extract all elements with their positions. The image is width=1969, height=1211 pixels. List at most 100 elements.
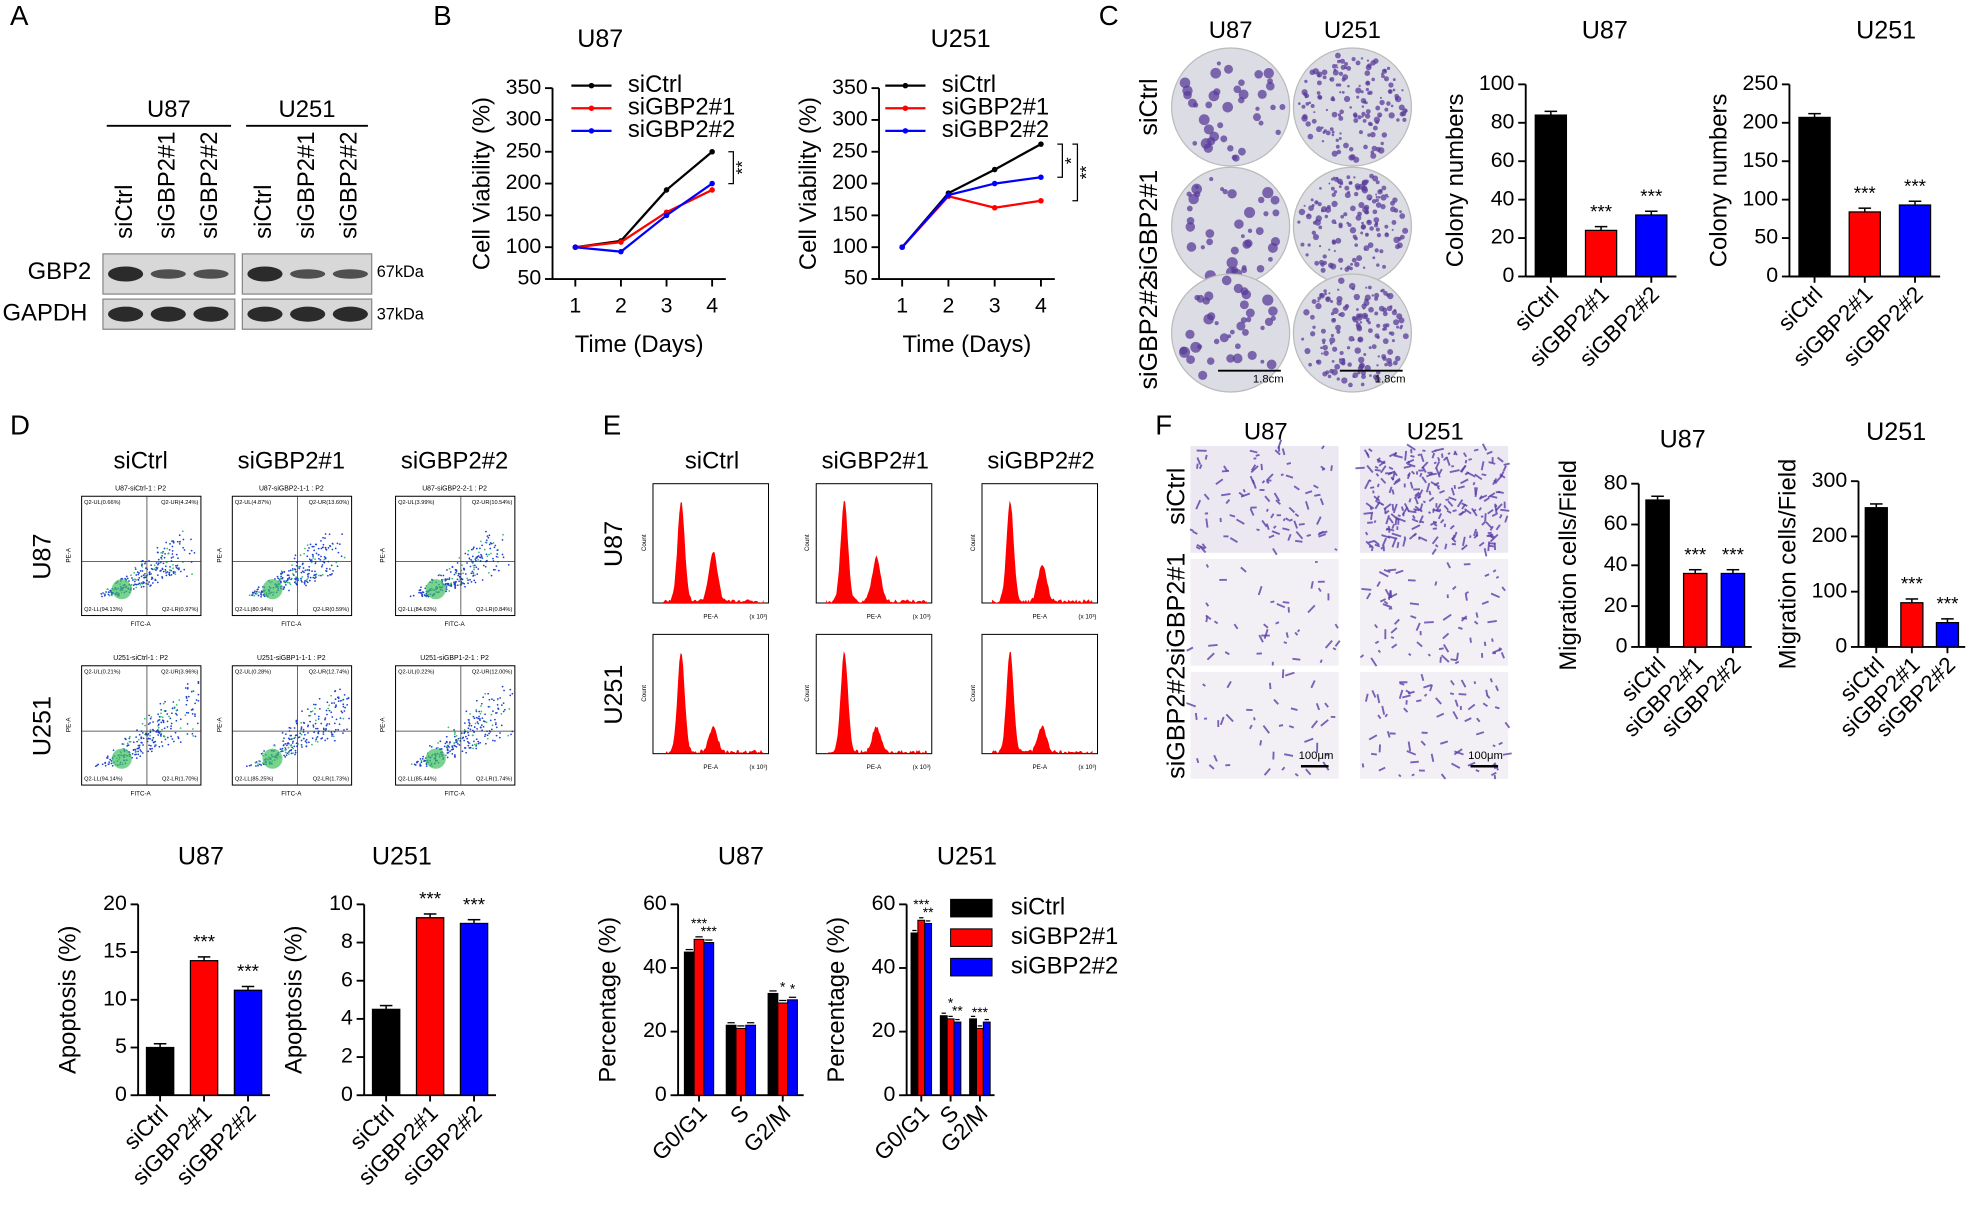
cell [1325, 753, 1329, 757]
event [126, 577, 129, 580]
colony [1258, 120, 1264, 126]
colony [1374, 296, 1379, 301]
cell [1224, 651, 1230, 656]
colony [1382, 338, 1389, 345]
x-axis-label: Time (Days) [575, 331, 704, 358]
cell [1478, 507, 1482, 511]
colony [1348, 335, 1355, 342]
bar [693, 938, 705, 1096]
migration-field [1359, 559, 1509, 666]
cell [1195, 499, 1202, 510]
event [485, 721, 488, 724]
event [254, 761, 257, 764]
colony [1179, 77, 1191, 89]
event [472, 747, 474, 750]
event [304, 569, 307, 572]
event [462, 572, 464, 575]
event [480, 705, 482, 707]
event [259, 593, 262, 595]
cell [1226, 680, 1232, 689]
colony [1204, 291, 1214, 301]
event [303, 582, 306, 585]
chart-title: U87 [1660, 426, 1706, 454]
event [421, 593, 424, 596]
event [181, 530, 184, 533]
event [300, 577, 302, 580]
scale-label: 100μm [1468, 750, 1503, 762]
event [289, 744, 292, 747]
colony [1395, 244, 1401, 250]
colony [1372, 125, 1378, 131]
cell [1495, 575, 1500, 579]
cell [1320, 719, 1329, 727]
cell [1421, 466, 1427, 473]
event [155, 562, 158, 564]
cell [1483, 497, 1490, 502]
cell [1281, 766, 1286, 771]
colony [1245, 308, 1255, 318]
bar [975, 1027, 984, 1096]
colony [1383, 291, 1388, 296]
cell [1261, 519, 1268, 528]
event [314, 707, 316, 710]
event [486, 737, 489, 740]
event [306, 544, 309, 547]
event [443, 745, 446, 748]
event [170, 574, 173, 576]
event [468, 722, 471, 725]
bracket [728, 151, 734, 185]
y-tick-label: 0 [1766, 263, 1778, 287]
cell [1379, 598, 1386, 603]
cell [1273, 698, 1279, 705]
cell [1499, 514, 1503, 519]
event [314, 580, 316, 582]
colony [1186, 191, 1192, 197]
cell [1475, 612, 1479, 618]
event [494, 718, 496, 721]
colony [1321, 338, 1326, 343]
event [307, 732, 309, 734]
event [144, 562, 146, 565]
event [491, 698, 493, 700]
event [160, 556, 163, 559]
cell [1268, 682, 1272, 690]
colony [1209, 177, 1214, 182]
event [456, 739, 459, 742]
event [509, 688, 512, 691]
event [465, 735, 467, 738]
cell [1391, 532, 1402, 538]
event [197, 699, 200, 702]
cell [1385, 515, 1390, 525]
event [300, 726, 303, 729]
event [287, 746, 290, 749]
colony [1329, 263, 1337, 270]
colony-plate [1292, 273, 1413, 393]
event [471, 555, 474, 558]
bar [910, 932, 919, 1096]
event [288, 577, 290, 580]
cell [1371, 752, 1377, 756]
colony [1365, 80, 1371, 86]
colony [1348, 147, 1354, 152]
cell [1502, 752, 1512, 756]
event [486, 555, 489, 558]
colony [1338, 277, 1345, 284]
cell [1292, 657, 1301, 661]
event [184, 687, 187, 689]
cell [1321, 467, 1326, 471]
y-tick-label: 50 [1754, 225, 1778, 249]
event [290, 734, 293, 737]
cell [1405, 458, 1415, 465]
event [162, 562, 165, 565]
event [420, 586, 422, 589]
event [170, 722, 173, 725]
colony [1381, 185, 1387, 191]
colony [1307, 243, 1311, 247]
cell [1441, 453, 1444, 458]
colony [1334, 363, 1341, 370]
cell [1474, 473, 1483, 481]
cell [1473, 620, 1479, 625]
event [323, 558, 326, 561]
event [161, 745, 164, 747]
colony [1224, 64, 1233, 74]
